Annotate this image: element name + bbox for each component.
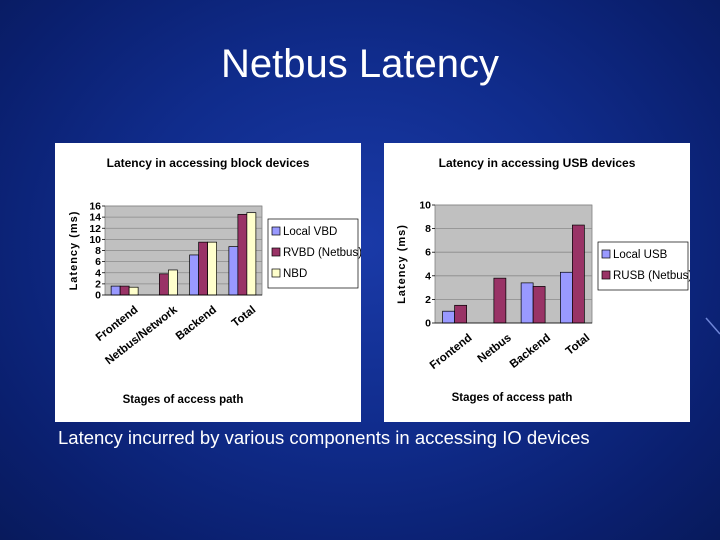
usb-devices-chart: Latency in accessing USB devices 0 2 4 6 8 10 L… [384,143,690,422]
y-tick-label: 10 [89,234,101,246]
block-devices-chart-svg: Latency in accessing block devices024681… [68,156,361,406]
y-tick-label: 16 [89,201,101,213]
y-tick-label: 4 [425,270,431,282]
x-axis-label: Stages of access path [452,392,573,404]
y-tick-label: 10 [419,200,431,212]
y-tick-label: 0 [95,290,101,302]
chart-title: Latency in accessing block devices [107,156,310,170]
legend-label-rusb-netbus: RUSB (Netbus) [613,270,690,282]
y-tick-label: 8 [95,245,101,257]
legend-label-nbd: NBD [283,268,307,280]
slide-title: Netbus Latency [221,42,499,86]
y-tick-label: 0 [425,318,431,330]
legend-swatch-rusb-netbus [601,270,611,280]
y-axis-label: Latency (ms) [68,211,80,291]
y-tick-label: 12 [89,223,101,235]
x-axis-label: Stages of access path [123,394,244,406]
legend-swatch-local-usb [601,249,611,259]
y-tick-label: 8 [425,223,431,235]
y-tick-label: 6 [425,247,431,259]
y-tick-label: 4 [95,267,101,279]
legend-label-local-vbd: Local VBD [283,226,337,238]
legend-swatch-rvbd-netbus [271,247,281,257]
legend-label-rvbd-netbus: RVBD (Netbus) [283,247,361,259]
slide-caption: Latency incurred by various components i… [58,427,590,448]
y-tick-label: 2 [425,294,431,306]
usb-devices-chart-svg: Latency in accessing USB devices 0 2 4 6 8 10 L… [396,156,690,404]
y-tick-label: 2 [95,278,101,290]
legend-label-local-usb: Local USB [613,249,668,261]
chart-title: Latency in accessing USB devices [439,156,636,170]
legend-swatch-local-vbd [271,226,281,236]
legend-box [267,218,359,289]
y-axis-label: Latency (ms) [396,224,408,304]
legend-swatch-nbd [271,268,281,278]
legend-box [597,241,689,291]
block-devices-chart: Latency in accessing block devices 0 2 4 6 8 1… [55,143,361,422]
y-tick-label: 6 [95,256,101,268]
y-tick-label: 14 [89,212,101,224]
